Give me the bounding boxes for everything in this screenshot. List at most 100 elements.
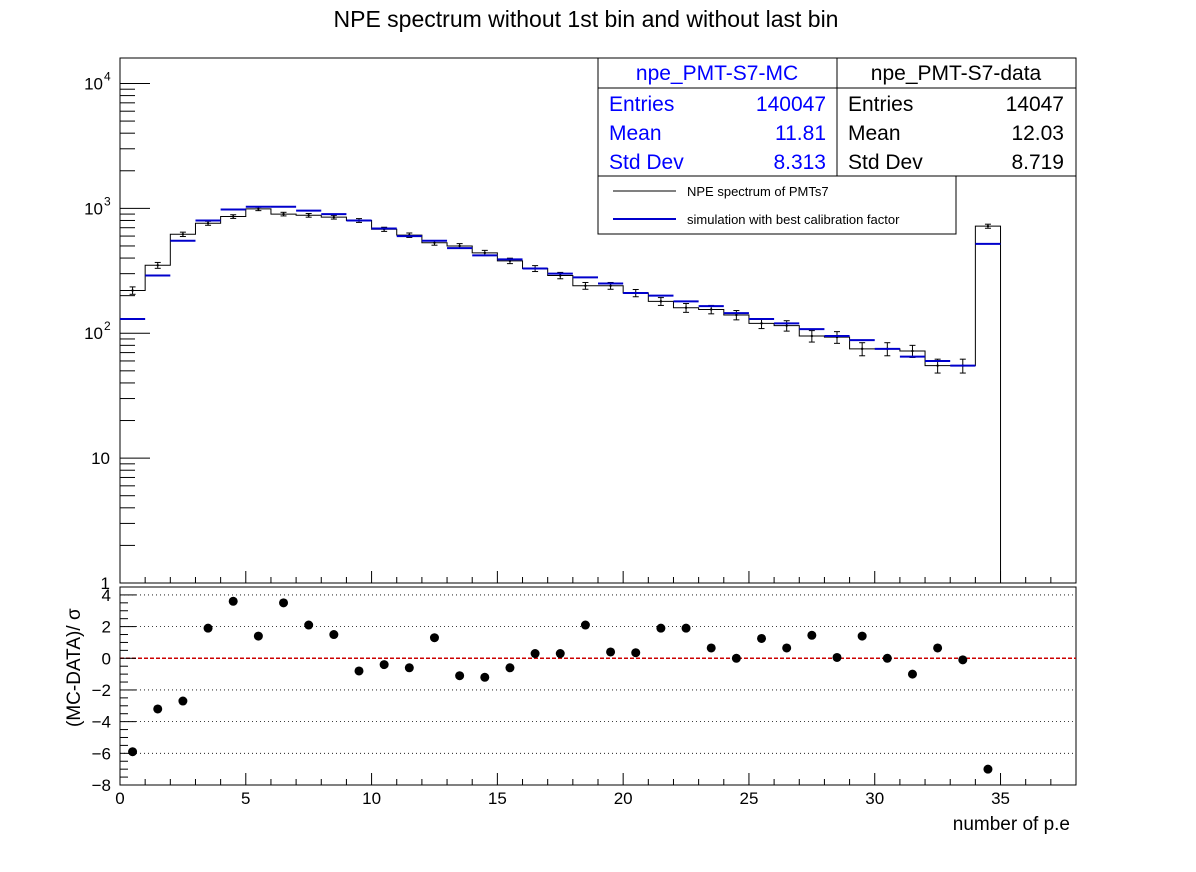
lower-grid [120,594,1076,786]
data-bin-point [179,231,186,238]
data-marker [785,324,788,327]
data-marker [483,251,486,255]
residual-point [606,647,616,657]
upper-y-tick-label: 10 [84,74,103,93]
lower-x-tick-label: 20 [614,789,633,808]
residual-point [555,649,565,659]
data-marker [659,300,663,303]
residual-point [505,663,515,673]
data-marker [156,264,159,267]
data-marker [860,347,864,351]
legend-data-label: NPE spectrum of PMTs7 [687,184,829,199]
data-bin-point [330,214,337,220]
stats-mc-entries: 140047 [756,93,826,116]
data-marker [232,215,235,218]
data-marker [433,241,436,244]
upper-x-ticks [119,571,1077,583]
data-bin-point [607,281,614,290]
data-marker [332,215,336,219]
upper-y-tick-label: 10 [91,449,110,468]
stats-box-mc: npe_PMT-S7-MC Entries 140047 Mean 11.81 … [597,57,838,177]
data-marker [181,233,185,236]
residual-point [203,623,213,633]
data-marker [710,308,713,311]
lower-y-tick-label: 0 [102,649,111,668]
stats-data-std: 8.719 [1011,151,1064,174]
residual-point [354,666,364,676]
upper-y-tick-label: 10 [84,324,103,343]
lower-y-tick-label: 4 [102,586,111,605]
residual-point [128,747,138,757]
data-bin-point [984,223,991,229]
upper-y-tick-exponent: 4 [104,69,111,83]
lower-x-tick-label: 15 [488,789,507,808]
residual-point [907,669,917,679]
data-bin-point [657,297,664,306]
data-marker [458,244,461,248]
data-bin-point [129,286,136,295]
stats-mc-std: 8.313 [773,151,826,174]
data-marker [735,313,738,317]
data-marker [131,289,134,292]
legend: NPE spectrum of PMTs7 simulation with be… [597,175,957,235]
data-bin-point [733,310,740,321]
lower-y-tick-label: −6 [92,744,111,763]
data-bin-point [305,212,312,218]
lower-x-tick-label: 25 [739,789,758,808]
stats-box-data: npe_PMT-S7-data Entries 14047 Mean 12.03… [836,57,1077,177]
lower-x-tick-label: 10 [362,789,381,808]
data-marker [936,364,939,367]
upper-y-tick-exponent: 2 [104,319,111,333]
residual-point [807,630,817,640]
residual-point [983,764,993,774]
residual-point [178,696,188,706]
residual-point [857,631,867,641]
residual-point [153,704,163,714]
upper-y-tick-label: 1 [101,574,110,593]
data-marker [911,349,914,353]
data-bin-point [154,261,161,269]
residual-point [253,631,263,641]
lower-axes: −8 −6 −4 −2 0 2 4 0 5 10 15 20 25 30 35 [92,586,1077,808]
lower-frame [119,586,1077,786]
residual-point [530,649,540,659]
stats-mc-std-label: Std Dev [609,151,684,174]
upper-y-tick-exponent: 3 [104,194,111,208]
chart-title: NPE spectrum without 1st bin and without… [334,6,839,32]
lower-x-tick-label: 5 [241,789,250,808]
residual-point [757,633,767,643]
residual-point [882,653,892,663]
residual-point [832,652,842,662]
data-bin-point [683,303,690,313]
stats-data-entries: 14047 [1006,93,1064,116]
stats-data-mean: 12.03 [1011,122,1064,145]
data-marker [257,207,260,211]
data-marker [559,274,562,277]
residual-point [731,653,741,663]
lower-y-tick-label: −2 [92,681,111,700]
lower-y-tick-label: −8 [92,776,111,795]
residual-point [279,598,289,608]
lower-y-tick-label: −4 [92,713,111,732]
residual-point [958,655,968,665]
stats-data-entries-label: Entries [848,93,913,116]
residual-point [480,672,490,682]
lower-x-tick-label: 0 [115,789,124,808]
stats-data-mean-label: Mean [848,122,901,145]
residual-point [681,623,691,633]
data-bin-point [808,330,815,343]
lower-y-tick-label: 2 [102,618,111,637]
residual-point [656,623,666,633]
lower-x-tick-label: 30 [865,789,884,808]
lower-pad: −8 −6 −4 −2 0 2 4 0 5 10 15 20 25 30 35 (MC-DATA)/ σ n… [64,586,1077,835]
residual-point [455,671,465,681]
stats-data-std-label: Std Dev [848,151,923,174]
stats-mc-name: npe_PMT-S7-MC [636,62,798,85]
residual-point [329,630,339,640]
data-bin-point [280,211,287,217]
data-bin-point [859,342,866,357]
upper-y-tick-label: 10 [84,199,103,218]
stats-mc-mean: 11.81 [775,122,826,145]
stats-mc-mean-label: Mean [609,122,662,145]
